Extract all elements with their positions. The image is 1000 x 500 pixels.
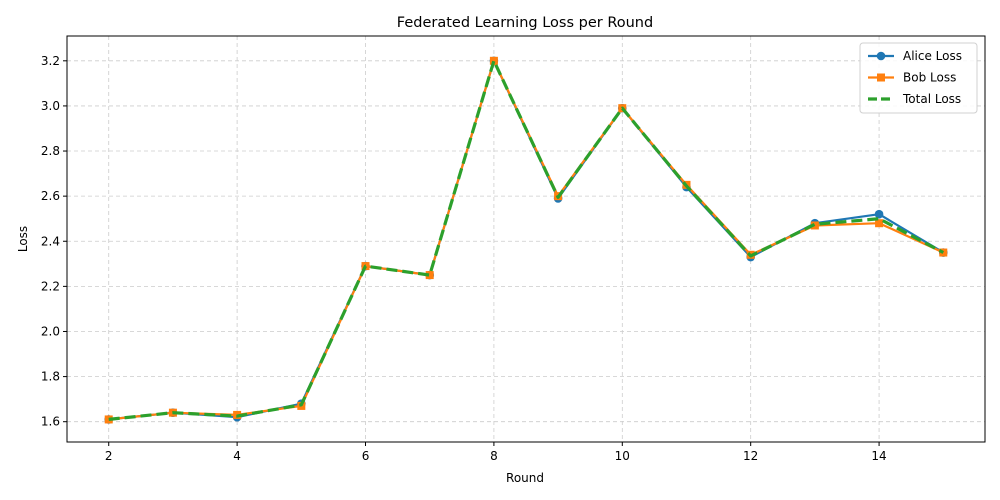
x-tick-label: 8 — [490, 449, 498, 463]
grid-lines — [67, 36, 985, 442]
x-tick-label: 2 — [105, 449, 113, 463]
x-axis-ticks: 2 4 6 8 10 12 14 — [105, 442, 887, 463]
legend: Alice Loss Bob Loss Total Loss — [859, 42, 978, 114]
y-tick-label: 2.0 — [41, 324, 60, 338]
y-tick-label: 2.6 — [41, 189, 60, 203]
y-tick-label: 1.8 — [41, 370, 60, 384]
y-axis-ticks: 1.6 1.8 2.0 2.2 2.4 2.6 2.8 3.0 3.2 — [41, 54, 67, 429]
bob-loss-point — [875, 219, 884, 228]
total-loss-line — [108, 59, 945, 421]
legend-marker — [876, 51, 886, 61]
y-tick-label: 2.2 — [41, 279, 60, 293]
legend-box — [859, 42, 978, 114]
legend-marker — [877, 73, 885, 82]
y-tick-label: 2.4 — [41, 234, 60, 248]
x-tick-label: 4 — [233, 449, 241, 463]
bob-loss-point — [489, 56, 498, 65]
alice-loss-line — [108, 59, 944, 421]
chart-title: Federated Learning Loss per Round — [397, 15, 653, 31]
y-tick-label: 3.0 — [41, 99, 60, 113]
bob-loss-line — [108, 59, 944, 421]
series-layer — [104, 56, 948, 424]
bob-loss-series — [104, 56, 948, 424]
total-loss-series — [108, 59, 945, 421]
y-tick-label: 2.8 — [41, 144, 60, 158]
x-axis-label: Round — [506, 471, 544, 485]
legend-label: Alice Loss — [903, 49, 962, 63]
legend-label: Total Loss — [902, 92, 961, 106]
plot-frame — [66, 35, 986, 443]
x-tick-label: 12 — [743, 449, 758, 463]
x-tick-label: 6 — [362, 449, 370, 463]
legend-label: Bob Loss — [903, 71, 956, 85]
y-axis-label: Loss — [16, 226, 30, 252]
x-tick-label: 14 — [871, 449, 886, 463]
bob-loss-point — [425, 271, 434, 280]
y-tick-label: 3.2 — [41, 54, 60, 68]
alice-loss-series — [104, 56, 948, 424]
y-tick-label: 1.6 — [41, 415, 60, 429]
alice-loss-point — [874, 209, 884, 219]
x-tick-label: 10 — [615, 449, 630, 463]
